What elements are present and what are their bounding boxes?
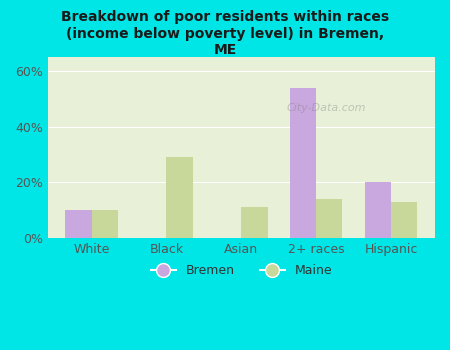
Legend: Bremen, Maine: Bremen, Maine: [145, 259, 337, 282]
Bar: [65, 210, 91, 238]
Bar: [316, 199, 342, 238]
Bar: [391, 202, 418, 238]
Bar: [241, 207, 268, 238]
Bar: [365, 182, 391, 238]
Bar: [91, 210, 118, 238]
Text: City-Data.com: City-Data.com: [287, 103, 366, 113]
Bar: [290, 88, 316, 238]
Bar: [166, 157, 193, 238]
Text: Breakdown of poor residents within races
(income below poverty level) in Bremen,: Breakdown of poor residents within races…: [61, 10, 389, 57]
